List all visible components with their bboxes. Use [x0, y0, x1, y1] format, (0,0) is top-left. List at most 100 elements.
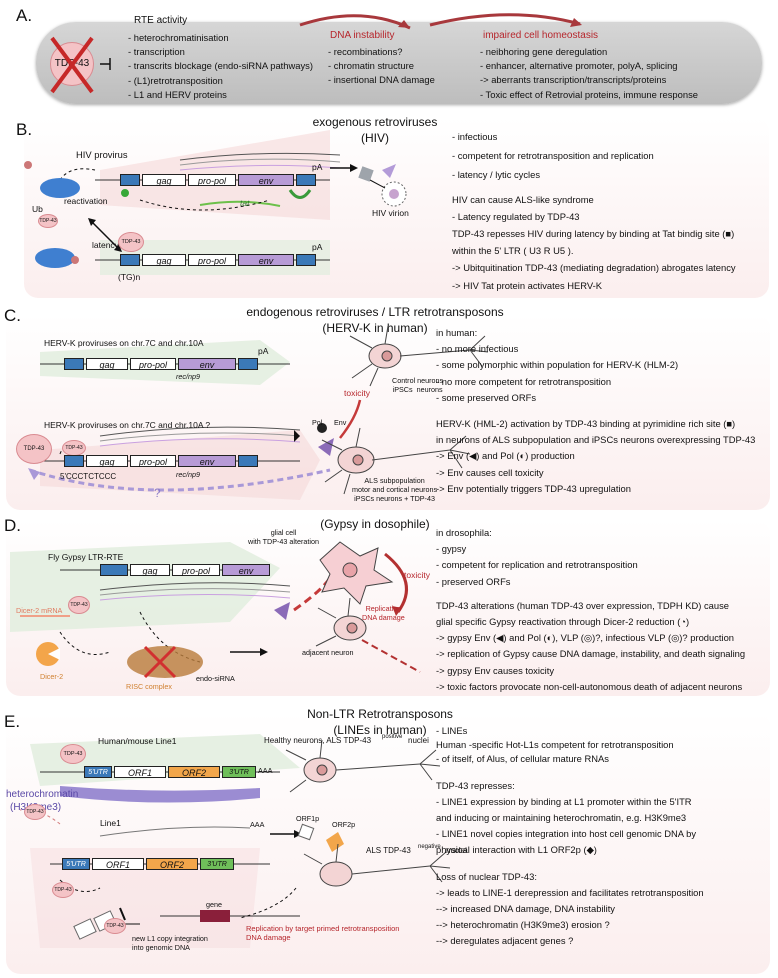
desc-line: HERV-K (HML-2) activation by TDP-43 bind…: [436, 417, 755, 431]
desc-line: - competent for replication and retrotra…: [436, 558, 745, 572]
rec-label-b: rec/np9: [176, 468, 200, 482]
desc-line: - no more competent for retrotranspositi…: [436, 375, 755, 389]
herv-env: env: [178, 358, 236, 370]
rte-items: - heterochromatinisation - transcription…: [128, 31, 313, 102]
desc-line: -> Env potentially triggers TDP-43 upreg…: [436, 482, 755, 496]
desc-line: Loss of nuclear TDP-43:: [436, 870, 704, 884]
cell-item: - enhancer, alternative promoter, polyA,…: [480, 59, 698, 73]
panel-d-description: in drosophila: - gypsy - competent for r…: [436, 526, 745, 694]
endo-label: endo-siRNA: [196, 672, 235, 686]
panel-e: E. Non-LTR Retrotransposons (LINEs in hu…: [0, 698, 778, 978]
desc-line: - infectious: [452, 130, 736, 144]
als-neurons-label: ALS subpopulation motor and cortical neu…: [352, 476, 437, 503]
desc-line: - Latency regulated by TDP-43: [452, 210, 736, 224]
desc-line: [436, 589, 745, 599]
line1-utr3-b: 3'UTR: [200, 858, 234, 870]
rte-title: RTE activity: [134, 14, 187, 28]
dicer-mrna-label: Dicer-2 mRNA: [16, 604, 62, 618]
tdp43-crossed: TDP-43: [52, 882, 74, 898]
desc-line: -> Env (◀) and Pol (◐) production: [436, 449, 755, 463]
ltr-3-segment: [296, 174, 316, 186]
herv-ltr5-b: [64, 455, 84, 467]
desc-line: -> Ubitquitination TDP-43 (mediating deg…: [452, 261, 736, 275]
glial-label: glial cell with TDP-43 alteration: [248, 528, 319, 546]
cell-item: -> aberrants transcription/transcripts/p…: [480, 73, 698, 87]
rte-item: - heterochromatinisation: [128, 31, 313, 45]
dna-item: - recombinations?: [328, 45, 435, 59]
tdp43-bound: TDP-43: [62, 440, 86, 456]
herv-gag-b: gag: [86, 455, 128, 467]
desc-line: -> leads to LINE-1 derepression and faci…: [436, 886, 704, 900]
desc-line: in neurons of ALS subpopulation and iPSC…: [436, 433, 755, 447]
env-label: Env: [334, 416, 346, 430]
aaa-label: AAA: [258, 764, 272, 778]
desc-line: TDP-43 repesses HIV during latency by bi…: [452, 227, 736, 241]
desc-line: - LINE1 expression by binding at L1 prom…: [436, 795, 704, 809]
glial-cell: [320, 542, 392, 604]
desc-line: - LINEs: [436, 724, 704, 738]
tgn-label: (TG)n: [118, 270, 140, 284]
env-segment: env: [238, 174, 294, 186]
line1-orf1: ORF1: [114, 766, 166, 778]
adjacent-label: adjacent neuron: [302, 646, 354, 660]
cell-items: - neibhoring gene deregulation - enhance…: [480, 45, 698, 102]
desc-line: - competent for retrotransposition and r…: [452, 149, 736, 163]
ltr-5-segment: [120, 174, 140, 186]
cell-item: - neibhoring gene deregulation: [480, 45, 698, 59]
pol-label: Pol: [312, 416, 322, 430]
desc-line: - of itself, of Alus, of cellular mature…: [436, 752, 704, 766]
line1-title: Human/mouse Line1: [98, 734, 176, 748]
toxicity-label: toxicity: [344, 386, 370, 400]
line1-orf2-b: ORF2: [146, 858, 198, 870]
dna-item: - insertional DNA damage: [328, 73, 435, 87]
desc-line: --> increased DNA damage, DNA instabilit…: [436, 902, 704, 916]
seq-label: 5'CCCTCTCCC: [60, 470, 116, 484]
virion-label: HIV virion: [372, 206, 409, 220]
panel-e-description: - LINEs Human -specific Hot-L1s competen…: [436, 724, 704, 949]
rte-item: - L1 and HERV proteins: [128, 88, 313, 102]
pa-label: pA: [312, 160, 322, 174]
herv-gag: gag: [86, 358, 128, 370]
ltr-3-segment-latent: [296, 254, 316, 266]
desc-line: [436, 405, 755, 417]
prov2-label: HERV-K proviruses on chr.7C and chr.10A …: [44, 418, 210, 432]
desc-line: --> deregulates adjacent genes ?: [436, 934, 704, 948]
line1-label: Line1: [100, 816, 121, 830]
panel-d: D. (Gypsy in dosophile) Fly Gypsy LTR: [0, 512, 778, 698]
herv-ltr3: [238, 358, 258, 370]
desc-line: -> replication of Gypsy cause DNA damage…: [436, 647, 745, 661]
tdp43-line1: TDP-43: [60, 744, 86, 764]
desc-line: in drosophila:: [436, 526, 745, 540]
orf1p-label: ORF1p: [296, 812, 319, 826]
als-neg-label: ALS TDP-43: [366, 844, 411, 858]
panel-c-description: in human: - no more infectious - some po…: [436, 326, 755, 496]
reactivation-label: reactivation: [64, 194, 107, 208]
desc-line: -> gypsy Env causes toxicity: [436, 664, 745, 678]
desc-line: glial specific Gypsy reactivation throug…: [436, 615, 745, 629]
dna-items: - recombinations? - chromatin structure …: [328, 45, 435, 88]
desc-line: - some preserved ORFs: [436, 391, 755, 405]
desc-line: -> toxic factors provocate non-cell-auto…: [436, 680, 745, 694]
gene-label: gene: [206, 898, 222, 912]
gypsy-env: env: [222, 564, 270, 576]
herv-pol: pro-pol: [130, 358, 176, 370]
line1-utr5-b: 5'UTR: [62, 858, 90, 870]
nuclei-label: nuclei: [408, 734, 429, 748]
gypsy-pol: pro-pol: [172, 564, 220, 576]
rec-label: rec/np9: [176, 370, 200, 384]
herv-pa: pA: [258, 344, 268, 358]
dna-title: DNA instability: [330, 29, 394, 43]
desc-line: - no more infectious: [436, 342, 755, 356]
desc-line: TDP-43 represses:: [436, 779, 704, 793]
gypsy-ltr5: [100, 564, 128, 576]
panel-a: A. TDP-43 RTE activity - heterochromatin…: [0, 0, 778, 110]
tdp43-lost: TDP-43: [104, 918, 126, 934]
prov1-label: HERV-K proviruses on chr.7C and chr.10A: [44, 336, 204, 350]
tdp43-cluster: TDP-43: [16, 434, 52, 464]
rte-item: - (L1)retrotransposition: [128, 74, 313, 88]
desc-line: within the 5' LTR ( U3 R U5 ).: [452, 244, 736, 258]
desc-line: and inducing or maintaining heterochroma…: [436, 811, 704, 825]
herv-ltr3-b: [238, 455, 258, 467]
latency-label: latency: [92, 238, 119, 252]
tdp43-ub: TDP-43: [38, 214, 58, 228]
